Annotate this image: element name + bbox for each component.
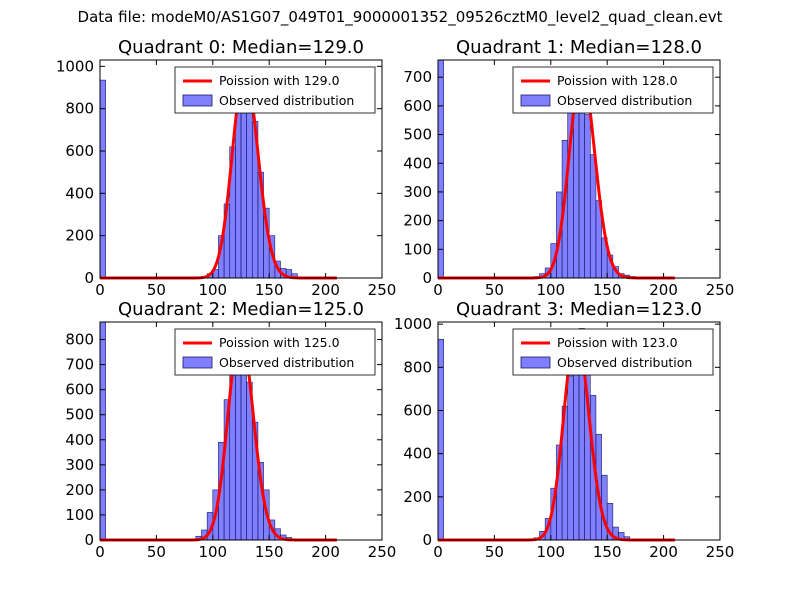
y-tick-label: 0: [84, 269, 94, 287]
x-tick-label: 150: [255, 543, 284, 561]
x-tick-label: 200: [311, 543, 340, 561]
legend-line-label: Poission with 123.0: [557, 335, 678, 350]
x-tick-label: 0: [433, 281, 443, 299]
y-tick-label: 100: [403, 240, 432, 258]
figure-suptitle: Data file: modeM0/AS1G07_049T01_90000013…: [77, 8, 723, 26]
y-tick-label: 0: [84, 531, 94, 549]
axes-frame: [437, 59, 721, 279]
y-tick-label: 400: [65, 431, 94, 449]
y-tick-label: 600: [403, 97, 432, 115]
legend-bar-swatch: [520, 356, 551, 369]
histogram-bar: [99, 321, 106, 541]
histogram-bar: [584, 114, 591, 279]
y-tick-label: 400: [403, 154, 432, 172]
quadrant-3-chart: 0 50 100 150 200 250 0 200 400 600 800 1000 Quadrant…: [394, 299, 735, 561]
legend-bar-label: Observed distribution: [219, 355, 354, 370]
axes-title: Quadrant 1: Median=128.0: [456, 37, 702, 58]
y-tick-label: 700: [403, 68, 432, 86]
x-tick-label: 100: [198, 281, 227, 299]
x-tick-label: 50: [147, 543, 166, 561]
y-tick-label: 500: [65, 406, 94, 424]
y-tick-label: 300: [403, 183, 432, 201]
legend-bar-label: Observed distribution: [219, 93, 354, 108]
legend-line-label: Poission with 129.0: [219, 73, 340, 88]
histogram-bar: [573, 354, 580, 541]
y-tick-label: 600: [65, 142, 94, 160]
y-tick-label: 0: [422, 531, 432, 549]
y-tick-label: 800: [65, 100, 94, 118]
x-tick-label: 250: [368, 543, 397, 561]
x-tick-label: 0: [433, 543, 443, 561]
axes-frame: [437, 321, 721, 541]
x-tick-label: 250: [706, 543, 735, 561]
axes-title: Quadrant 3: Median=123.0: [456, 299, 702, 320]
y-tick-label: 300: [65, 456, 94, 474]
histogram-bar: [246, 87, 253, 279]
y-tick-label: 500: [403, 126, 432, 144]
quadrant-1-chart: 0 50 100 150 200 250 0 100 200 300 400 500 600 700 Qua…: [403, 37, 734, 299]
x-tick-label: 100: [536, 543, 565, 561]
histogram-bar: [99, 79, 106, 279]
x-tick-label: 150: [593, 281, 622, 299]
quadrant-0-chart: 0 50 100 150 200 250 0 200 400 600 800 1000 Quadrant…: [56, 37, 397, 299]
legend-bar-label: Observed distribution: [557, 93, 692, 108]
x-tick-label: 50: [147, 281, 166, 299]
histogram-bar: [437, 59, 444, 279]
y-tick-label: 0: [422, 269, 432, 287]
y-tick-label: 1000: [56, 57, 94, 75]
axes-title: Quadrant 0: Median=129.0: [118, 37, 364, 58]
y-tick-label: 700: [65, 356, 94, 374]
axes-frame: [99, 321, 383, 541]
histogram-bar: [567, 375, 574, 541]
y-tick-label: 600: [65, 381, 94, 399]
y-tick-label: 200: [65, 481, 94, 499]
legend-bar-swatch: [520, 94, 551, 107]
histogram-bar: [437, 338, 444, 541]
legend-bar-swatch: [182, 94, 213, 107]
y-tick-label: 200: [65, 227, 94, 245]
legend-bar-label: Observed distribution: [557, 355, 692, 370]
y-tick-label: 600: [403, 401, 432, 419]
legend-line-label: Poission with 125.0: [219, 335, 340, 350]
x-tick-label: 200: [311, 281, 340, 299]
x-tick-label: 50: [485, 281, 504, 299]
y-tick-label: 400: [65, 184, 94, 202]
legend-line-label: Poission with 128.0: [557, 73, 678, 88]
quadrant-2-chart: 0 50 100 150 200 250 0 100 200 300 400 500 600 700 800…: [65, 299, 396, 561]
y-tick-label: 1000: [394, 315, 432, 333]
x-tick-label: 250: [706, 281, 735, 299]
x-tick-label: 0: [95, 281, 105, 299]
y-tick-label: 400: [403, 445, 432, 463]
x-tick-label: 100: [536, 281, 565, 299]
x-tick-label: 250: [368, 281, 397, 299]
x-tick-label: 50: [485, 543, 504, 561]
x-tick-label: 0: [95, 543, 105, 561]
y-tick-label: 800: [65, 331, 94, 349]
x-tick-label: 150: [593, 543, 622, 561]
y-tick-label: 100: [65, 506, 94, 524]
legend-bar-swatch: [182, 356, 213, 369]
x-tick-label: 100: [198, 543, 227, 561]
y-tick-label: 800: [403, 358, 432, 376]
axes-title: Quadrant 2: Median=125.0: [118, 299, 364, 320]
histogram-bar: [589, 154, 597, 279]
x-tick-label: 150: [255, 281, 284, 299]
y-tick-label: 200: [403, 488, 432, 506]
x-tick-label: 200: [649, 543, 678, 561]
x-tick-label: 200: [649, 281, 678, 299]
y-tick-label: 200: [403, 212, 432, 230]
axes-frame: [99, 59, 383, 279]
